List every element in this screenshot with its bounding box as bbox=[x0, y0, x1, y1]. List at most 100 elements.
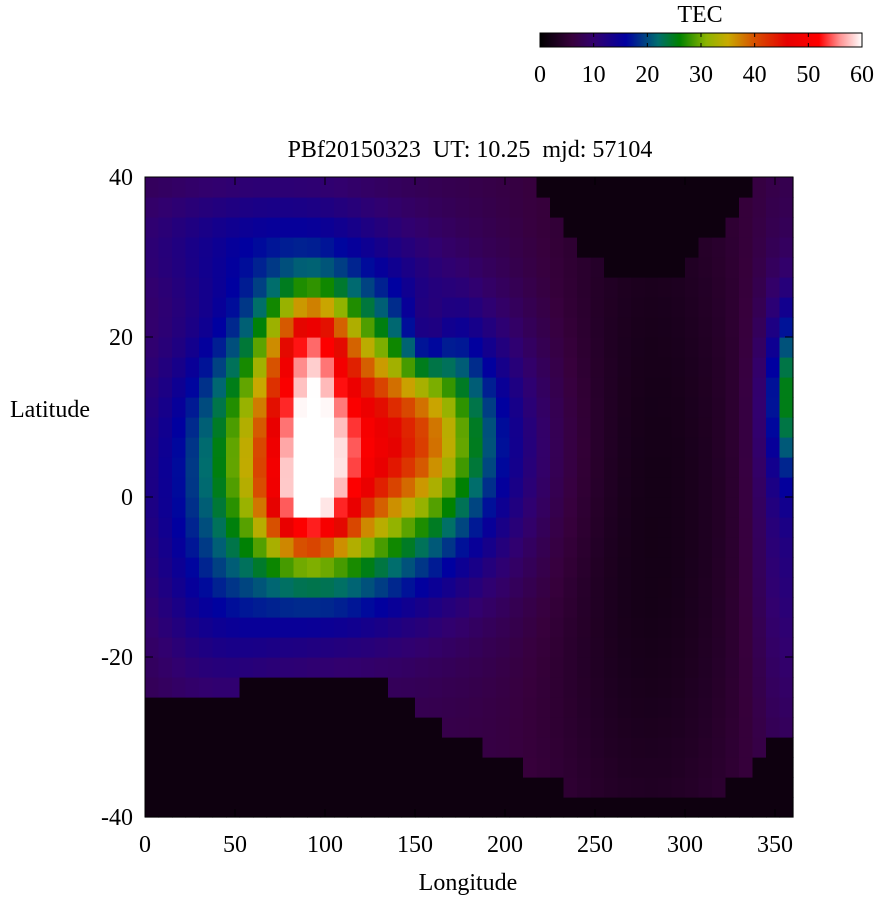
heatmap-cell bbox=[739, 597, 754, 618]
heatmap-cell bbox=[766, 737, 781, 758]
heatmap-cell bbox=[212, 537, 227, 558]
heatmap-cell bbox=[509, 437, 524, 458]
heatmap-cell bbox=[590, 517, 605, 538]
heatmap-cell bbox=[280, 497, 295, 518]
heatmap-cell bbox=[536, 297, 551, 318]
heatmap-cell bbox=[226, 397, 241, 418]
heatmap-cell bbox=[320, 257, 335, 278]
heatmap-cell bbox=[347, 317, 362, 338]
heatmap-cell bbox=[698, 197, 713, 218]
heatmap-cell bbox=[199, 277, 214, 298]
heatmap-cell bbox=[644, 617, 659, 638]
heatmap-cell bbox=[415, 437, 430, 458]
heatmap-cell bbox=[644, 597, 659, 618]
heatmap-cell bbox=[307, 277, 322, 298]
heatmap-cell bbox=[509, 257, 524, 278]
heatmap-cell bbox=[779, 417, 794, 438]
heatmap-cell bbox=[631, 737, 646, 758]
heatmap-cell bbox=[226, 537, 241, 558]
heatmap-cell bbox=[388, 577, 403, 598]
heatmap-cell bbox=[320, 317, 335, 338]
heatmap-cell bbox=[550, 677, 565, 698]
heatmap-cell bbox=[347, 717, 362, 738]
heatmap-cell bbox=[644, 637, 659, 658]
heatmap-cell bbox=[712, 177, 727, 198]
heatmap-cell bbox=[725, 377, 740, 398]
heatmap-cell bbox=[361, 597, 376, 618]
heatmap-cell bbox=[347, 377, 362, 398]
heatmap-cell bbox=[698, 437, 713, 458]
heatmap-cell bbox=[604, 697, 619, 718]
heatmap-cell bbox=[617, 377, 632, 398]
heatmap-cell bbox=[199, 517, 214, 538]
heatmap-cell bbox=[496, 717, 511, 738]
heatmap-cell bbox=[509, 797, 524, 818]
heatmap-cell bbox=[158, 217, 173, 238]
heatmap-cell bbox=[415, 217, 430, 238]
heatmap-cell bbox=[482, 737, 497, 758]
heatmap-cell bbox=[739, 637, 754, 658]
heatmap-cell bbox=[766, 657, 781, 678]
heatmap-cell bbox=[199, 617, 214, 638]
heatmap-cell bbox=[172, 657, 187, 678]
heatmap-cell bbox=[698, 457, 713, 478]
heatmap-cell bbox=[226, 757, 241, 778]
heatmap-cell bbox=[523, 737, 538, 758]
heatmap-cell bbox=[658, 757, 673, 778]
heatmap-cell bbox=[523, 657, 538, 678]
heatmap-cell bbox=[523, 357, 538, 378]
heatmap-cell bbox=[469, 377, 484, 398]
heatmap-cell bbox=[685, 537, 700, 558]
heatmap-cell bbox=[752, 737, 767, 758]
heatmap-cell bbox=[617, 617, 632, 638]
heatmap-cell bbox=[658, 657, 673, 678]
heatmap-cell bbox=[253, 317, 268, 338]
heatmap-cell bbox=[644, 737, 659, 758]
heatmap-cell bbox=[482, 477, 497, 498]
heatmap-cell bbox=[577, 337, 592, 358]
heatmap-cell bbox=[739, 797, 754, 818]
heatmap-cell bbox=[442, 537, 457, 558]
heatmap-cell bbox=[536, 417, 551, 438]
heatmap-cell bbox=[550, 557, 565, 578]
heatmap-cell bbox=[253, 557, 268, 578]
heatmap-cell bbox=[266, 257, 281, 278]
heatmap-cell bbox=[388, 617, 403, 638]
heatmap-cell bbox=[428, 517, 443, 538]
heatmap-cell bbox=[428, 377, 443, 398]
heatmap-cell bbox=[428, 257, 443, 278]
heatmap-cell bbox=[442, 617, 457, 638]
heatmap-cell bbox=[779, 797, 794, 818]
heatmap-cell bbox=[590, 477, 605, 498]
heatmap-cell bbox=[698, 737, 713, 758]
heatmap-cell bbox=[779, 397, 794, 418]
heatmap-cell bbox=[536, 257, 551, 278]
heatmap-cell bbox=[415, 197, 430, 218]
heatmap-cell bbox=[172, 217, 187, 238]
heatmap-cell bbox=[374, 517, 389, 538]
heatmap-cell bbox=[158, 717, 173, 738]
heatmap-cell bbox=[577, 617, 592, 638]
heatmap-cell bbox=[442, 697, 457, 718]
heatmap-cell bbox=[172, 797, 187, 818]
heatmap-cell bbox=[226, 217, 241, 238]
heatmap-cell bbox=[617, 777, 632, 798]
heatmap-cell bbox=[752, 317, 767, 338]
x-tick-label: 150 bbox=[397, 832, 433, 858]
heatmap-cell bbox=[685, 177, 700, 198]
heatmap-cell bbox=[185, 777, 200, 798]
heatmap-cell bbox=[388, 317, 403, 338]
heatmap-cell bbox=[172, 277, 187, 298]
heatmap-cell bbox=[280, 617, 295, 638]
heatmap-cell bbox=[509, 697, 524, 718]
heatmap-cell bbox=[428, 617, 443, 638]
heatmap-cell bbox=[779, 757, 794, 778]
heatmap-cell bbox=[550, 777, 565, 798]
heatmap-cell bbox=[455, 657, 470, 678]
heatmap-cell bbox=[442, 257, 457, 278]
heatmap-cell bbox=[455, 437, 470, 458]
heatmap-cell bbox=[617, 717, 632, 738]
heatmap-cell bbox=[590, 597, 605, 618]
heatmap-cell bbox=[550, 697, 565, 718]
heatmap-cell bbox=[293, 777, 308, 798]
